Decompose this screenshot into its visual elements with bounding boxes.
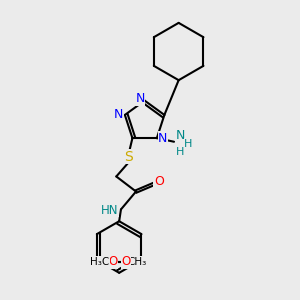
Text: H₃C: H₃C <box>90 257 110 267</box>
Text: N: N <box>158 132 168 145</box>
Text: N: N <box>114 108 124 122</box>
Text: N: N <box>135 92 145 105</box>
Text: HN: HN <box>101 204 118 217</box>
Text: O: O <box>154 175 164 188</box>
Text: S: S <box>124 150 133 164</box>
Text: N: N <box>176 129 185 142</box>
Text: O: O <box>108 255 117 268</box>
Text: O: O <box>121 255 130 268</box>
Text: CH₃: CH₃ <box>128 257 147 267</box>
Text: H: H <box>184 139 193 148</box>
Text: H: H <box>176 147 184 157</box>
